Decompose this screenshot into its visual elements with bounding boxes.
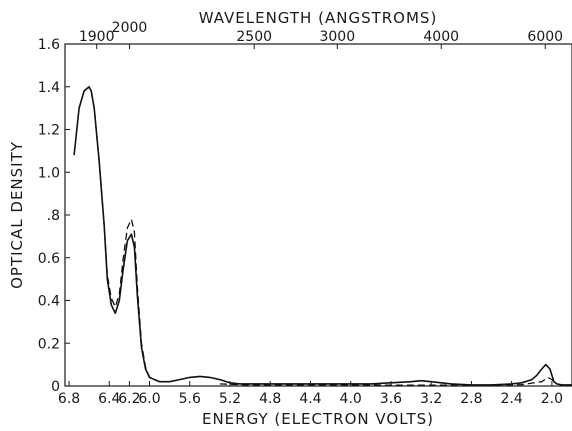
y-tick-label: 1.0 bbox=[38, 165, 60, 181]
x-tick-label: 4.8 bbox=[259, 391, 281, 407]
y-tick-label: 0.4 bbox=[38, 294, 60, 310]
top-tick-label: 3000 bbox=[319, 29, 355, 45]
x-tick-label: 2.8 bbox=[460, 391, 482, 407]
curves-layer bbox=[73, 86, 572, 386]
x-tick-label: 4.4 bbox=[299, 391, 321, 407]
bottom-axis: 6.8 6.46.26.0 5.6 5.2 4.8 4.4 4.0 3.6 3.2 2.8 2.4 2… bbox=[58, 381, 563, 407]
top-tick-label: 2000 bbox=[112, 20, 148, 36]
x-tick-label: 4.0 bbox=[340, 391, 362, 407]
x-tick-label: 3.6 bbox=[380, 391, 402, 407]
top-tick-label: 4000 bbox=[423, 29, 459, 45]
top-tick-label: 2500 bbox=[236, 29, 272, 45]
y-tick-label: 1.2 bbox=[38, 123, 60, 139]
y-tick-label: 0 bbox=[51, 379, 60, 395]
y-tick-label: .8 bbox=[47, 208, 60, 224]
y-tick-label: 0.6 bbox=[38, 251, 60, 267]
top-tick-label: 1900 bbox=[79, 29, 115, 45]
y-axis-title: OPTICAL DENSITY bbox=[8, 141, 26, 289]
top-tick-label: 6000 bbox=[527, 29, 563, 45]
y-tick-label: 0.2 bbox=[38, 336, 60, 352]
top-axis-title: WAVELENGTH (ANGSTROMS) bbox=[199, 9, 438, 27]
series-dashed-curve-2 bbox=[219, 376, 572, 386]
x-tick-label: 3.2 bbox=[420, 391, 442, 407]
x-tick-label: 5.6 bbox=[179, 391, 201, 407]
left-axis: 0 0.2 0.4 0.6 .8 1.0 1.2 1.4 1.6 bbox=[38, 37, 70, 395]
y-tick-label: 1.6 bbox=[38, 37, 60, 53]
x-tick-label: 6.8 bbox=[58, 391, 80, 407]
x-tick-label: 2.0 bbox=[541, 391, 563, 407]
x-tick-label: 2.4 bbox=[501, 391, 523, 407]
x-tick-label: 6.4 bbox=[98, 391, 120, 407]
series-solid-curve-0 bbox=[73, 86, 572, 386]
x-tick-label: 5.2 bbox=[219, 391, 241, 407]
x-tick-label: 6.2 bbox=[118, 391, 140, 407]
series-dashed-curve-1 bbox=[90, 90, 170, 383]
y-tick-label: 1.4 bbox=[38, 80, 60, 96]
x-axis-title: ENERGY (ELECTRON VOLTS) bbox=[202, 410, 434, 428]
x-tick-label: 6.0 bbox=[138, 391, 160, 407]
